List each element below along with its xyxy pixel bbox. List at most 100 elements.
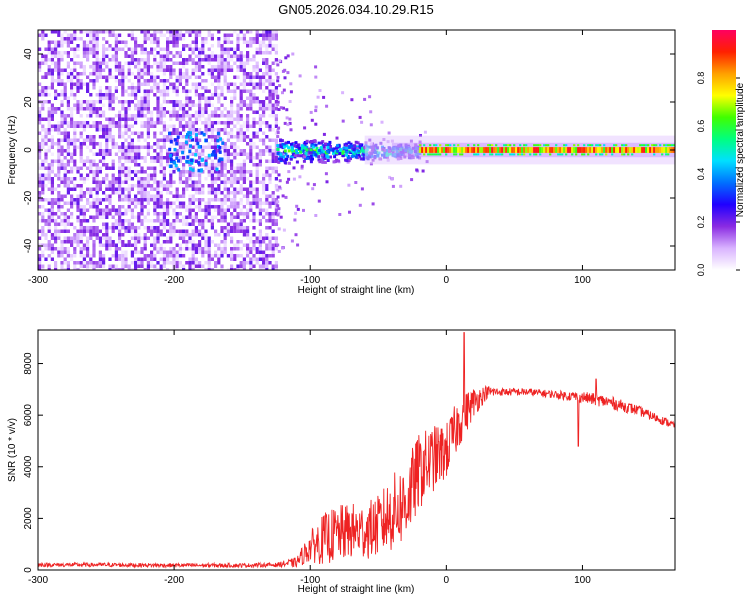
heatmap-cell [150,121,154,125]
heatmap-cell [162,205,166,209]
heatmap-cell [188,114,192,118]
heatmap-cell [159,149,163,153]
heatmap-cell [60,212,64,216]
heatmap-cell [38,191,42,195]
heatmap-cell [178,219,182,223]
spectrogram-x-axis-label: Height of straight line (km) [298,285,415,296]
heatmap-cell [162,121,166,125]
heatmap-cell [105,184,109,188]
heatmap-cell [150,117,154,121]
heatmap-cell [214,254,218,258]
heatmap-cell [108,257,112,261]
heatmap-cell [175,268,179,270]
heatmap-cell [127,33,131,37]
heatmap-cell [146,257,150,261]
heatmap-cell [89,110,93,114]
heatmap-cell [226,187,230,191]
heatmap-cell [337,143,341,147]
heatmap-cell [223,215,227,219]
heatmap-cell [194,121,198,125]
heatmap-cell [121,142,125,146]
heatmap-cell [162,82,166,86]
heatmap-cell [242,33,246,37]
heatmap-cell [102,47,106,51]
heatmap-cell [255,191,259,195]
heatmap-cell [63,257,67,261]
heatmap-cell [217,82,221,86]
heatmap-cell [309,110,313,114]
heatmap-cell [73,145,77,149]
heatmap-cell [76,89,80,93]
heatmap-cell [79,177,83,181]
heatmap-cell [92,250,96,254]
heatmap-cell [323,160,327,164]
snr-x-tick-label: 100 [574,575,591,586]
heatmap-cell [194,198,198,202]
carrier-cell [419,144,422,147]
heatmap-cell [50,135,54,139]
heatmap-cell [268,152,272,156]
heatmap-cell [194,65,198,69]
heatmap-cell [172,212,176,216]
heatmap-cell [217,93,221,97]
heatmap-cell [76,121,80,125]
heatmap-cell [242,79,246,83]
heatmap-cell [98,264,102,268]
heatmap-cell [233,194,237,198]
carrier-cell [463,147,466,153]
carrier-cell [549,153,552,156]
heatmap-cell [105,243,109,247]
heatmap-cell [146,103,150,107]
heatmap-cell [38,89,42,93]
heatmap-cell [79,254,83,258]
heatmap-cell [102,233,106,237]
heatmap-cell [63,37,67,41]
heatmap-cell [255,145,259,149]
heatmap-cell [239,247,243,251]
carrier-cell [555,144,558,147]
heatmap-cell [134,86,138,90]
heatmap-cell [341,91,345,95]
heatmap-cell [271,33,275,37]
heatmap-cell [118,194,122,198]
heatmap-cell [268,100,272,104]
heatmap-cell [220,44,224,48]
heatmap-cell [159,229,163,233]
heatmap-cell [166,54,170,58]
carrier-cell [605,153,608,156]
heatmap-cell [137,72,141,76]
heatmap-cell [230,159,234,163]
heatmap-cell [207,240,211,244]
carrier-cell [627,147,630,153]
heatmap-cell [258,138,262,142]
heatmap-cell [44,47,48,51]
heatmap-cell [220,247,224,251]
heatmap-cell [258,208,262,212]
heatmap-cell [201,79,205,83]
heatmap-cell [86,243,90,247]
heatmap-cell [143,107,147,111]
heatmap-cell [162,254,166,258]
heatmap-cell [162,219,166,223]
heatmap-cell [121,40,125,44]
heatmap-cell [252,135,256,139]
heatmap-cell [223,177,227,181]
heatmap-cell [134,51,138,55]
heatmap-cell [239,54,243,58]
carrier-cell [637,147,640,153]
heatmap-cell [57,138,61,142]
carrier-cell [577,147,580,153]
heatmap-cell [178,170,182,174]
heatmap-cell [57,33,61,37]
carrier-cell [511,147,514,153]
heatmap-cell [162,114,166,118]
heatmap-cell [276,200,280,204]
heatmap-cell [320,153,324,157]
heatmap-cell [57,208,61,212]
heatmap-cell [204,117,208,121]
heatmap-cell [210,159,214,163]
heatmap-cell [258,198,262,202]
heatmap-cell [175,257,179,261]
heatmap-cell [223,68,227,72]
heatmap-cell [249,58,253,62]
